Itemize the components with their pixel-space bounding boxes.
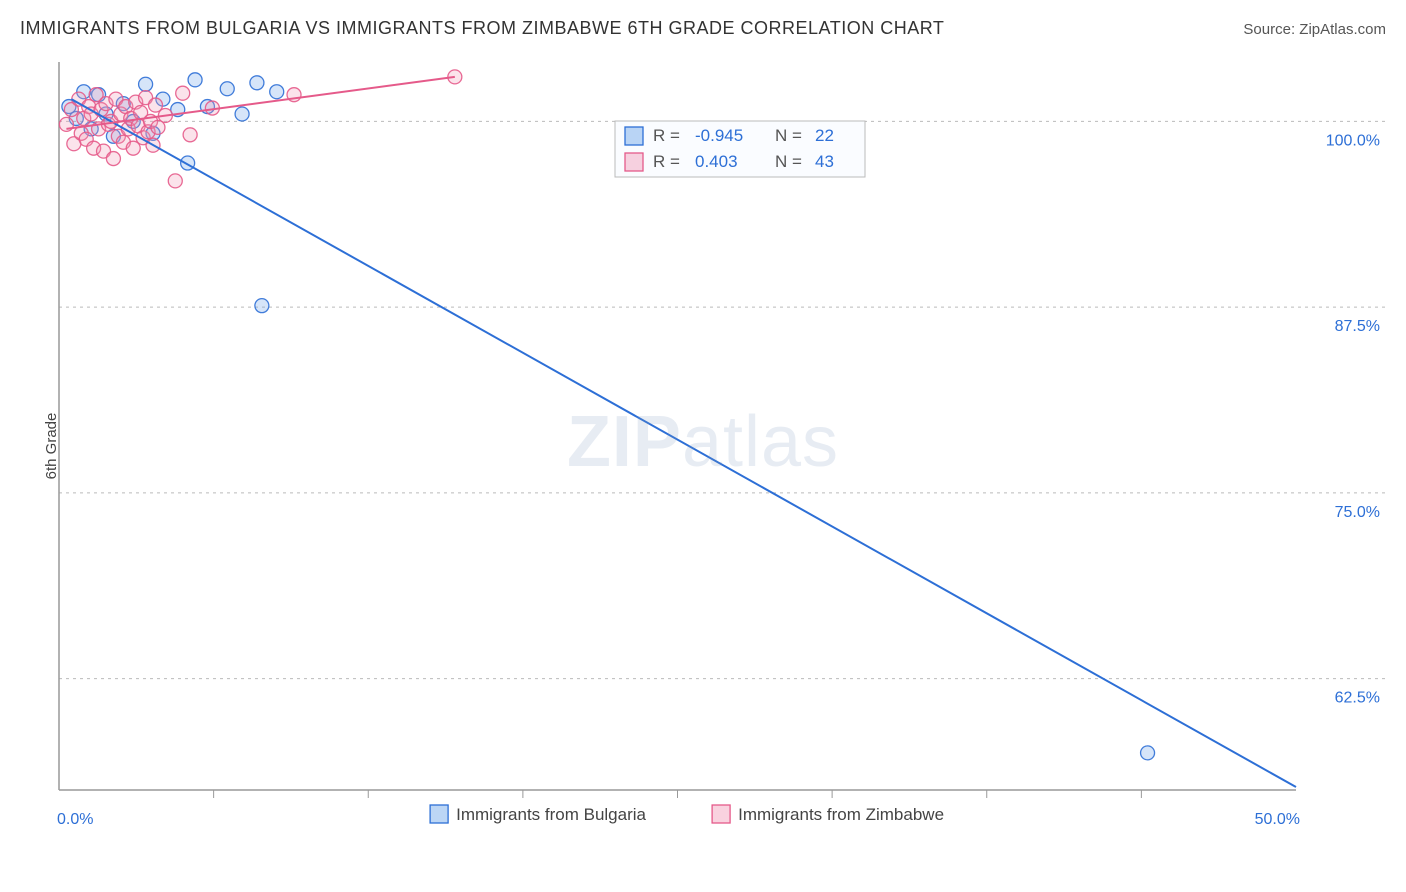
y-tick-label: 62.5% bbox=[1335, 690, 1380, 707]
data-point bbox=[183, 128, 197, 142]
data-point bbox=[168, 174, 182, 188]
plot-area: 62.5% 75.0% 87.5% 100.0% 0.0% 50.0% R = -0.945 N… bbox=[55, 58, 1386, 832]
stats-n-value: 43 bbox=[815, 152, 834, 171]
stats-n-label: N = bbox=[775, 152, 802, 171]
y-tick-label: 87.5% bbox=[1335, 318, 1380, 335]
data-point bbox=[1141, 746, 1155, 760]
y-tick-label: 100.0% bbox=[1326, 132, 1380, 149]
data-point bbox=[59, 117, 73, 131]
data-point bbox=[255, 299, 269, 313]
source-link[interactable]: ZipAtlas.com bbox=[1299, 21, 1386, 38]
data-point bbox=[250, 76, 264, 90]
chart-source: Source: ZipAtlas.com bbox=[1243, 21, 1386, 38]
stats-r-label: R = bbox=[653, 152, 680, 171]
data-point bbox=[176, 86, 190, 100]
stats-n-label: N = bbox=[775, 126, 802, 145]
legend-label: Immigrants from Bulgaria bbox=[456, 805, 646, 824]
legend-swatch bbox=[430, 805, 448, 823]
x-tick-label: 0.0% bbox=[57, 811, 93, 828]
x-tick-label: 50.0% bbox=[1255, 811, 1300, 828]
stats-r-value: 0.403 bbox=[695, 152, 738, 171]
legend-swatch bbox=[712, 805, 730, 823]
stats-r-value: -0.945 bbox=[695, 126, 743, 145]
trend-line bbox=[71, 99, 1296, 787]
stats-n-value: 22 bbox=[815, 126, 834, 145]
stats-swatch bbox=[625, 153, 643, 171]
chart-header: IMMIGRANTS FROM BULGARIA VS IMMIGRANTS F… bbox=[20, 18, 1386, 39]
data-point bbox=[270, 85, 284, 99]
source-label: Source: bbox=[1243, 21, 1295, 38]
y-tick-label: 75.0% bbox=[1335, 504, 1380, 521]
data-point bbox=[220, 82, 234, 96]
data-point bbox=[188, 73, 202, 87]
legend-label: Immigrants from Zimbabwe bbox=[738, 805, 944, 824]
data-point bbox=[106, 152, 120, 166]
data-point bbox=[139, 77, 153, 91]
chart-title: IMMIGRANTS FROM BULGARIA VS IMMIGRANTS F… bbox=[20, 18, 944, 39]
stats-swatch bbox=[625, 127, 643, 145]
chart-svg: 62.5% 75.0% 87.5% 100.0% 0.0% 50.0% R = -0.945 N… bbox=[55, 58, 1386, 832]
stats-r-label: R = bbox=[653, 126, 680, 145]
data-point bbox=[235, 107, 249, 121]
